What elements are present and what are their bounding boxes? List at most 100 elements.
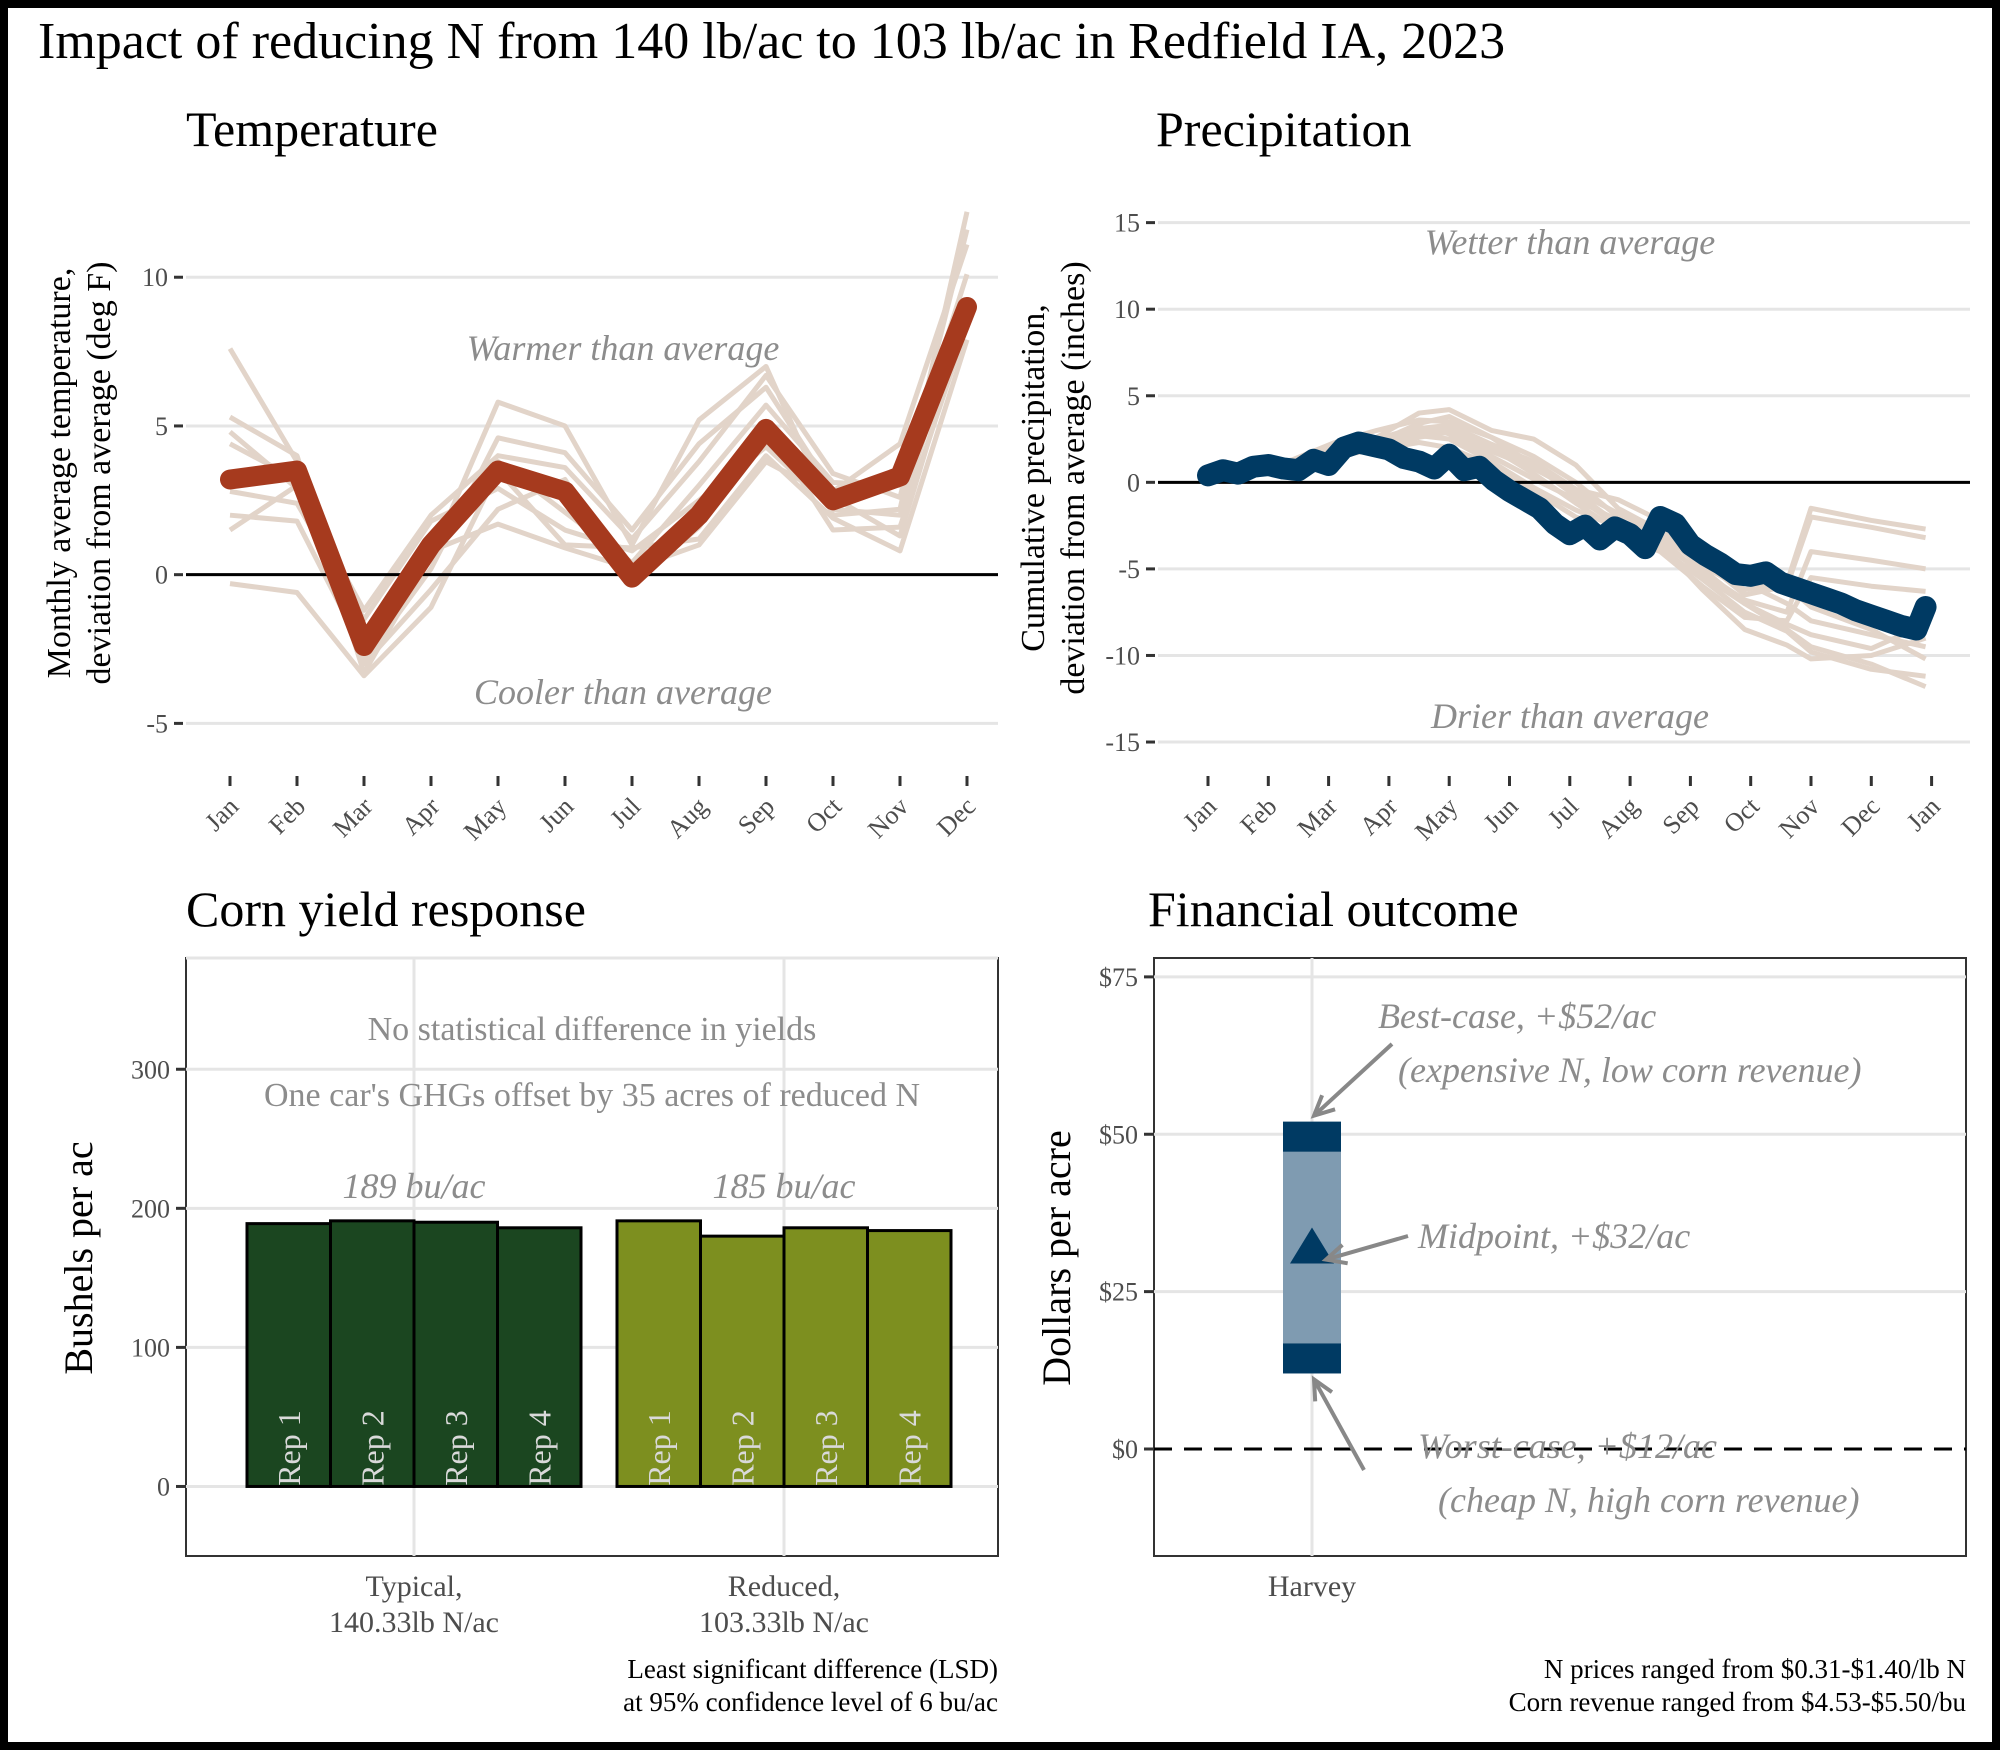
financial-plot-border <box>1153 957 1967 1557</box>
price-footnote-line1: N prices ranged from $0.31-$1.40/lb N <box>1544 1654 1966 1684</box>
yield-bar <box>329 1219 416 1488</box>
yield-bar <box>496 1226 583 1488</box>
yield-bar <box>412 1220 499 1488</box>
precipitation-panel: Precipitation -15 -10 -5 0 5 10 15 Jan Feb Mar Ap… <box>1015 101 1970 846</box>
yield-rep-label: Rep 2 <box>354 1410 390 1486</box>
precipitation-x-tick-label: Sep <box>1657 792 1705 840</box>
financial-y-tick-label: $25 <box>1099 1278 1138 1307</box>
ghg-offset-annotation: One car's GHGs offset by 35 acres of red… <box>264 1077 920 1114</box>
best-case-arrow-head <box>1310 1094 1336 1119</box>
yield-bar <box>245 1222 332 1488</box>
worst-case-arrow <box>1312 1378 1366 1471</box>
temperature-y-title-line1: Monthly average temperature, <box>41 268 78 679</box>
temperature-y-tick-label: 5 <box>155 412 168 441</box>
figure-frame: Impact of reducing N from 140 lb/ac to 1… <box>8 8 1992 1742</box>
precipitation-history-line <box>1207 417 1926 679</box>
typical-label-line2: 140.33lb N/ac <box>329 1606 499 1639</box>
yield-bar <box>615 1219 702 1488</box>
precipitation-y-title-line1: Cumulative precipitation, <box>1015 304 1052 651</box>
harvey-label: Harvey <box>1268 1570 1356 1603</box>
precipitation-2023-line <box>1197 431 1937 641</box>
temperature-x-tick-label: Mar <box>327 792 378 843</box>
temperature-x-ticks: Jan Feb Mar Apr May Jun Jul Aug Sep Oct Nov Dec <box>199 776 981 846</box>
financial-panel: Financial outcome $0 $25 $50 $75 Best-case,… <box>1034 881 1967 1717</box>
midpoint-annotation: Midpoint, +$32/ac <box>1417 1216 1690 1256</box>
precipitation-line <box>1197 431 1937 641</box>
yield-panel: Corn yield response Rep 1 Rep 2 Rep 3 Rep 4… <box>56 881 999 1717</box>
yield-rep-label: Rep 2 <box>724 1410 760 1486</box>
wetter-annotation: Wetter than average <box>1425 222 1716 262</box>
precipitation-x-tick-label: Jan <box>1177 792 1222 837</box>
temperature-line <box>220 296 977 657</box>
financial-y-tick-label: $50 <box>1099 1120 1138 1149</box>
no-difference-annotation: No statistical difference in yields <box>368 1011 817 1048</box>
temperature-y-ticks: -5 0 5 10 <box>142 263 183 738</box>
temperature-panel: Temperature -5 0 5 10 Jan Feb Mar Apr May Jun Jul… <box>41 101 998 846</box>
precipitation-y-title-line2: deviation from average (inches) <box>1055 261 1092 694</box>
financial-y-title: Dollars per acre <box>1034 1130 1079 1385</box>
midpoint-triangle <box>1290 1227 1334 1264</box>
temperature-x-tick-label: Dec <box>931 792 981 842</box>
warmer-annotation: Warmer than average <box>467 328 780 368</box>
temperature-y-title-line2: deviation from average (deg F) <box>81 262 118 685</box>
worst-case-marker <box>1283 1343 1341 1374</box>
temperature-y-title: Monthly average temperature, deviation f… <box>41 262 118 685</box>
precipitation-y-tick-label: -15 <box>1105 728 1140 757</box>
financial-arrows <box>1310 1042 1409 1471</box>
yield-bar <box>866 1229 953 1488</box>
precipitation-x-tick-label: Mar <box>1292 792 1343 843</box>
typical-label-line1: Typical, <box>365 1570 462 1603</box>
temperature-y-tick-label: 0 <box>155 561 168 590</box>
yield-y-ticks: 0 100 200 300 <box>131 1055 186 1501</box>
lsd-footnote-line2: at 95% confidence level of 6 bu/ac <box>623 1687 998 1717</box>
temperature-2023-line <box>220 296 977 657</box>
financial-range <box>1283 1121 1341 1374</box>
yield-title: Corn yield response <box>186 881 586 937</box>
temperature-x-tick-label: May <box>458 792 512 846</box>
worst-case-detail: (cheap N, high corn revenue) <box>1438 1480 1860 1520</box>
worst-case-annotation: Worst-case, +$12/ac <box>1418 1426 1717 1466</box>
financial-y-tick-label: $75 <box>1099 963 1138 992</box>
precipitation-x-ticks: Jan Feb Mar Apr May Jun Jul Aug Sep Oct Nov Dec Jan <box>1177 776 1946 846</box>
precipitation-y-tick-label: -10 <box>1105 641 1140 670</box>
temperature-x-tick-label: Nov <box>862 792 914 844</box>
reduced-label-line2: 103.33lb N/ac <box>699 1606 869 1639</box>
yield-rep-label: Rep 1 <box>641 1410 677 1486</box>
best-case-arrow <box>1312 1042 1394 1118</box>
yield-y-title: Bushels per ac <box>56 1141 101 1374</box>
financial-y-ticks: $0 $25 $50 $75 <box>1099 963 1154 1464</box>
precipitation-y-title: Cumulative precipitation, deviation from… <box>1015 261 1092 694</box>
yield-bars: Rep 1 Rep 2 Rep 3 Rep 4 Rep 1 Rep 2 Rep 3 Rep 4 <box>245 1219 953 1488</box>
temperature-y-tick-label: 10 <box>142 263 168 292</box>
temperature-y-tick-label: -5 <box>146 709 168 738</box>
precipitation-y-tick-label: 10 <box>1114 295 1140 324</box>
precipitation-x-tick-label: Feb <box>1234 792 1282 840</box>
typical-mean-label: 189 bu/ac <box>343 1166 486 1206</box>
temperature-x-tick-label: Jun <box>533 792 579 838</box>
midpoint-arrow-head <box>1321 1243 1349 1266</box>
yield-rep-label: Rep 4 <box>521 1410 557 1486</box>
midpoint-arrow <box>1325 1234 1409 1262</box>
drier-annotation: Drier than average <box>1430 696 1709 736</box>
best-case-detail: (expensive N, low corn revenue) <box>1398 1050 1861 1090</box>
financial-title: Financial outcome <box>1148 881 1519 937</box>
precipitation-x-tick-label: Jan <box>1901 792 1946 837</box>
temperature-title: Temperature <box>186 101 438 157</box>
yield-rep-label: Rep 4 <box>891 1410 927 1486</box>
temperature-x-tick-label: Jul <box>604 792 646 834</box>
worst-case-arrow-head <box>1311 1375 1334 1402</box>
lsd-footnote-line1: Least significant difference (LSD) <box>627 1654 998 1684</box>
precipitation-y-tick-label: 0 <box>1127 468 1140 497</box>
precipitation-x-tick-label: Aug <box>1592 792 1644 844</box>
reduced-label-line1: Reduced, <box>728 1570 840 1603</box>
precipitation-y-tick-label: 5 <box>1127 382 1140 411</box>
yield-rep-label: Rep 3 <box>438 1410 474 1486</box>
yield-y-tick-label: 300 <box>131 1055 170 1084</box>
precipitation-title: Precipitation <box>1156 101 1412 157</box>
figure-title: Impact of reducing N from 140 lb/ac to 1… <box>38 13 1505 70</box>
yield-y-tick-label: 0 <box>157 1472 170 1501</box>
temperature-x-tick-label: Aug <box>661 792 713 844</box>
temperature-history-line <box>228 229 970 613</box>
temperature-x-tick-label: Feb <box>263 792 311 840</box>
precipitation-x-tick-label: May <box>1409 792 1463 846</box>
